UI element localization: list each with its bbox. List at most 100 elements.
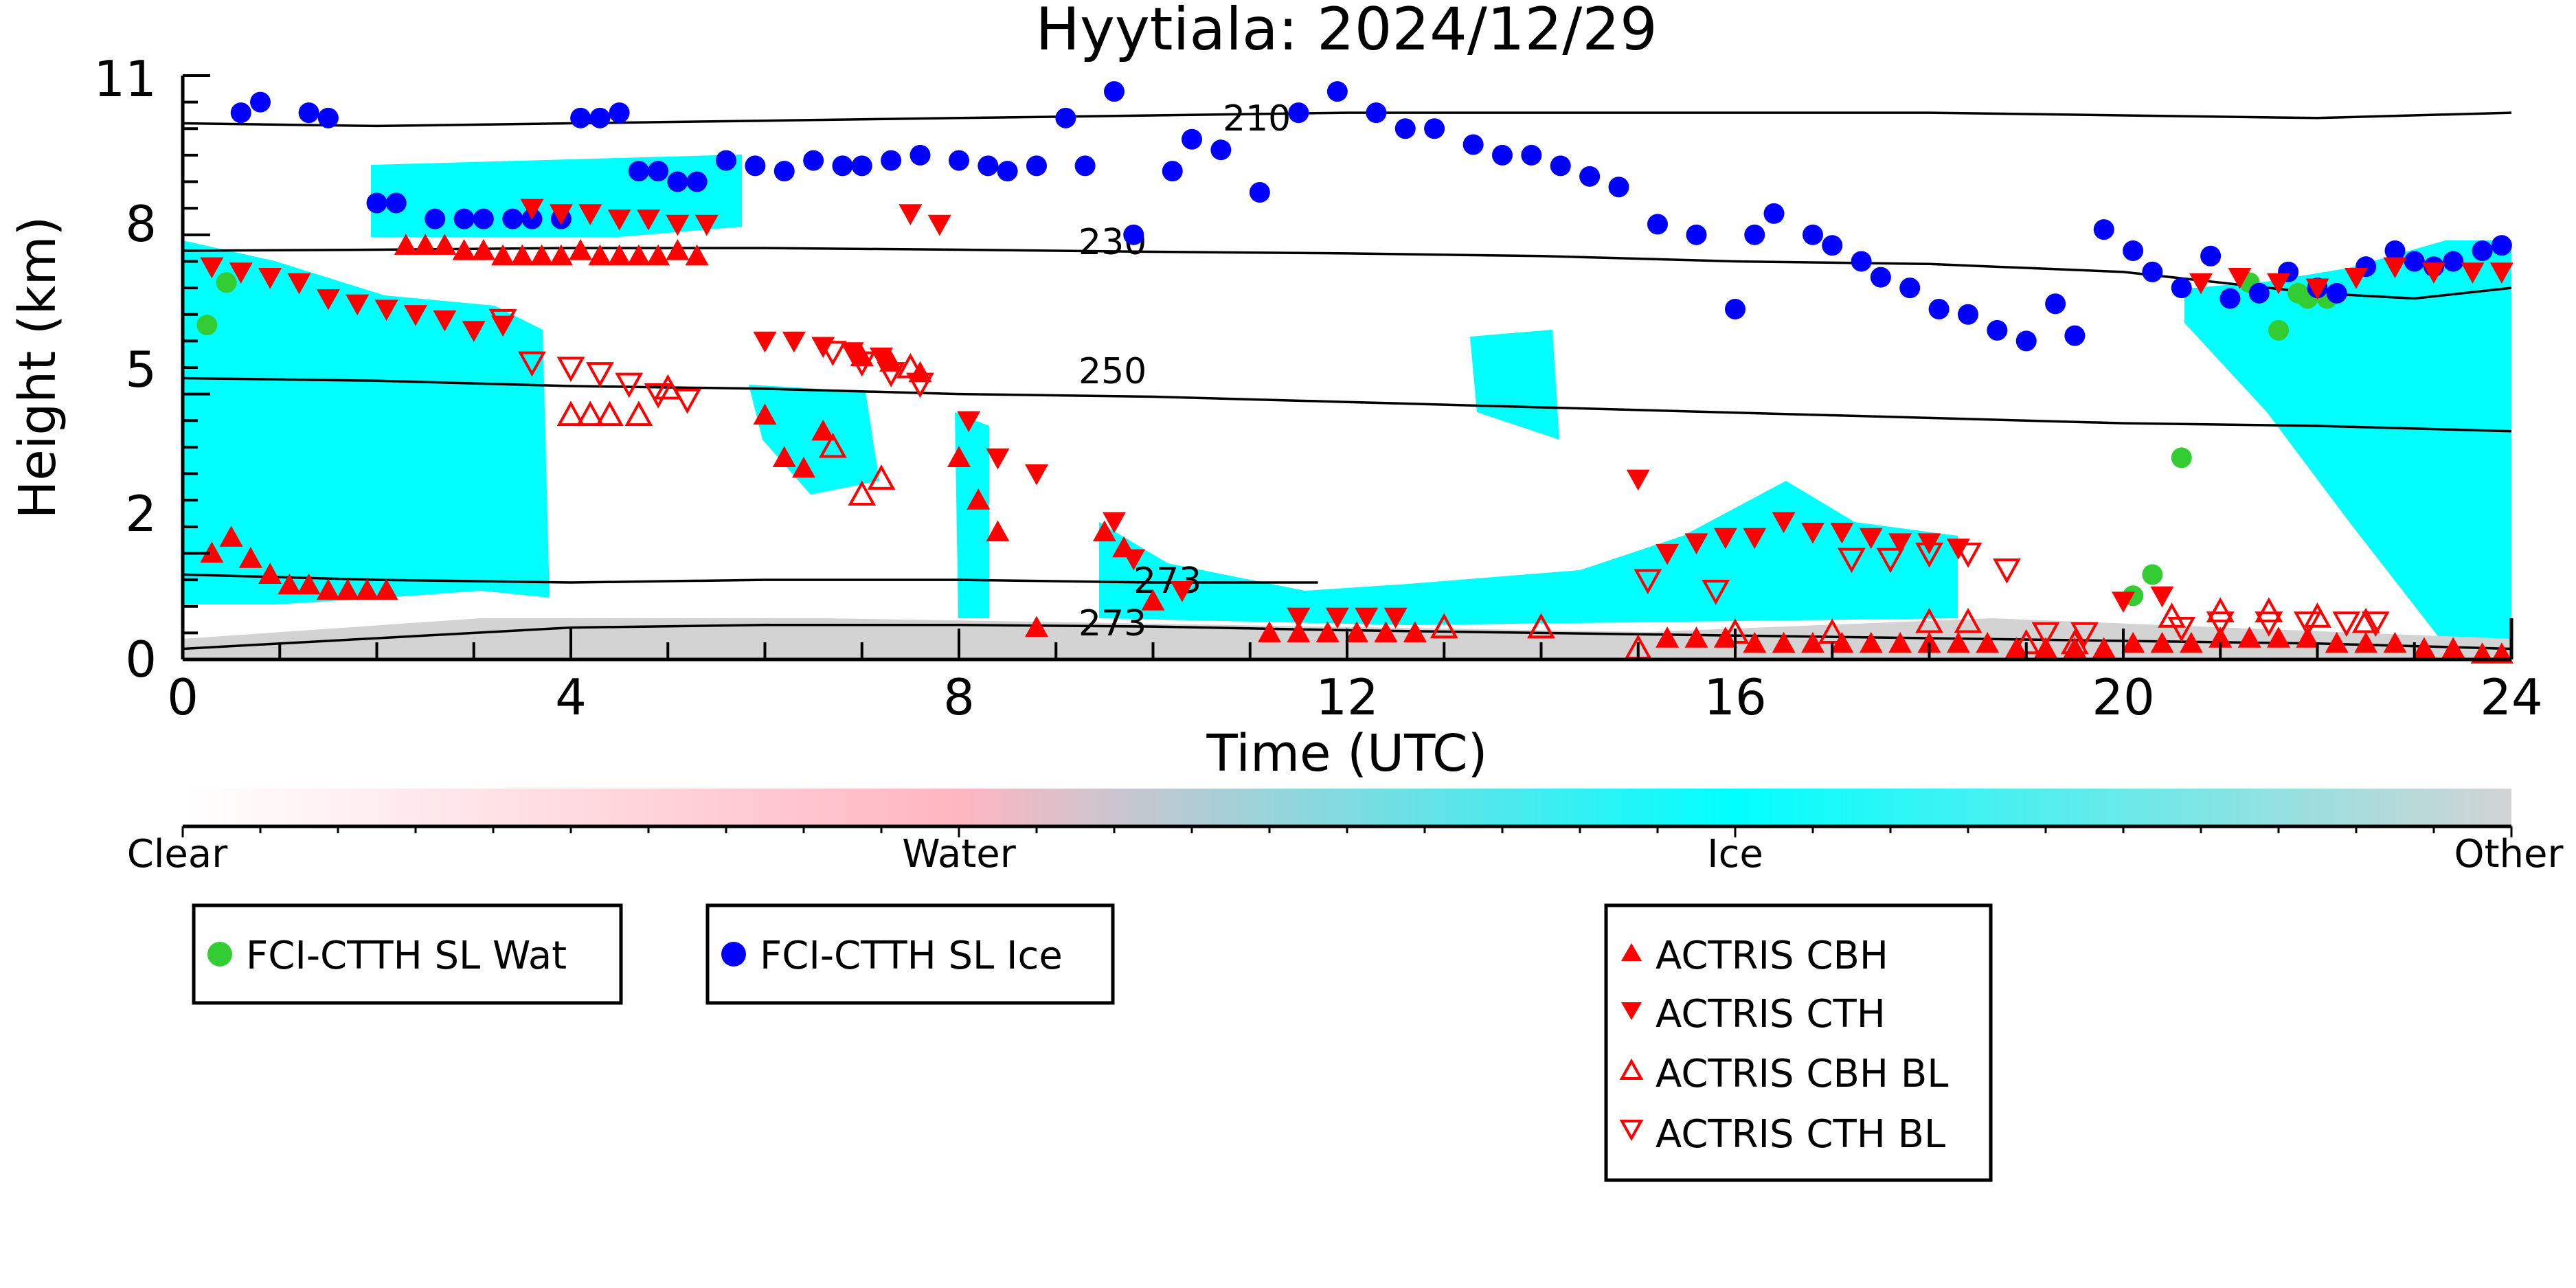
marker-fci-ice <box>1647 214 1668 235</box>
marker-fci-ice <box>1928 299 1950 319</box>
marker-fci-ice <box>686 171 708 192</box>
marker-actris-cth <box>1355 607 1379 629</box>
marker-actris-cbh <box>1946 631 1970 653</box>
marker-fci-ice <box>2171 278 2192 299</box>
marker-actris-cth <box>1859 528 1883 550</box>
y-tick-label: 0 <box>125 631 157 688</box>
marker-fci-ice <box>1162 161 1183 182</box>
marker-fci-ice <box>502 208 523 229</box>
marker-actris-cth-bl <box>906 372 934 398</box>
marker-actris-cbh <box>1374 621 1398 642</box>
marker-actris-cth-bl <box>1634 569 1662 595</box>
marker-actris-cbh <box>278 573 302 595</box>
marker-actris-cth-bl <box>2070 622 2099 648</box>
marker-actris-cth <box>986 448 1010 470</box>
marker-actris-cbh <box>1684 626 1708 648</box>
x-tick-label: 4 <box>555 668 587 726</box>
marker-actris-cbh <box>394 234 418 255</box>
marker-actris-cbh <box>1345 621 1369 642</box>
marker-fci-ice <box>2123 240 2144 261</box>
marker-actris-cth <box>2489 262 2513 284</box>
marker-actris-cbh <box>549 244 573 266</box>
marker-actris-cth <box>1025 464 1048 486</box>
marker-actris-cth <box>2383 257 2407 279</box>
marker-fci-ice <box>2219 288 2241 309</box>
ice-cloud-region <box>1408 481 1958 625</box>
marker-actris-cth-bl <box>2361 611 2390 637</box>
marker-actris-cth <box>2267 273 2290 295</box>
colorbar-label-clear: Clear <box>127 832 228 877</box>
marker-fci-ice <box>745 155 766 177</box>
marker-actris-cbh <box>2092 637 2116 659</box>
y-tick-label: 11 <box>93 50 157 108</box>
marker-actris-cbh <box>1403 621 1427 642</box>
marker-fci-wat <box>196 315 218 336</box>
x-tick-labels: 0 4 8 12 16 20 24 <box>167 668 2543 726</box>
marker-actris-cth <box>200 257 224 279</box>
marker-fci-ice <box>949 150 969 171</box>
ice-cloud-region <box>2184 240 2511 653</box>
legend-label: ACTRIS CBH <box>1656 934 1888 978</box>
contour-label-250: 250 <box>1078 351 1146 392</box>
marker-fci-ice <box>803 150 824 171</box>
marker-actris-cbh <box>2267 626 2290 648</box>
marker-fci-ice <box>1288 102 1309 124</box>
marker-actris-cth <box>346 294 370 316</box>
marker-actris-cbh-bl <box>2351 607 2380 633</box>
marker-actris-cbh <box>238 547 262 568</box>
marker-actris-cth-bl <box>556 357 585 383</box>
marker-fci-ice <box>589 107 611 128</box>
marker-actris-cth <box>1684 533 1708 554</box>
ice-cloud-region <box>955 412 989 618</box>
marker-layer <box>196 81 2513 664</box>
marker-fci-ice <box>851 155 872 177</box>
y-axis-label: Height (km) <box>8 216 67 519</box>
legend-marker-triangle-down <box>1621 1002 1642 1020</box>
marker-fci-ice <box>2491 235 2512 256</box>
marker-actris-cbh <box>588 244 612 266</box>
marker-fci-ice <box>1579 166 1601 187</box>
marker-actris-cbh <box>1976 631 2000 653</box>
marker-actris-cth <box>404 305 427 326</box>
marker-actris-cth-bl <box>1915 542 1943 568</box>
marker-actris-cbh <box>1656 626 1680 648</box>
marker-actris-cth <box>1626 469 1650 491</box>
marker-actris-cth-bl <box>488 308 517 335</box>
marker-actris-cth-bl <box>615 372 644 398</box>
marker-actris-cth <box>2189 273 2213 295</box>
marker-actris-cbh <box>1772 631 1796 653</box>
marker-actris-cbh <box>2034 637 2057 659</box>
marker-actris-cth <box>374 300 398 321</box>
marker-actris-cth <box>1170 580 1194 602</box>
marker-actris-cth <box>578 204 602 225</box>
marker-fci-ice <box>1366 102 1387 124</box>
marker-actris-cth <box>2228 268 2252 289</box>
marker-actris-cth <box>2422 262 2445 284</box>
marker-fci-ice <box>1686 224 1707 245</box>
marker-actris-cbh <box>374 578 398 600</box>
marker-actris-cth-bl <box>1702 579 1730 605</box>
marker-actris-cth <box>1888 533 1912 554</box>
marker-actris-cth <box>870 347 893 369</box>
legend-label: ACTRIS CTH BL <box>1656 1112 1945 1157</box>
marker-fci-ice <box>1763 203 1785 224</box>
marker-actris-cth-bl <box>518 351 546 377</box>
marker-fci-ice <box>1424 118 1445 139</box>
marker-actris-cth <box>2112 591 2135 613</box>
marker-fci-ice <box>298 102 319 124</box>
marker-actris-cbh <box>1258 621 1281 642</box>
marker-actris-cth <box>753 331 777 353</box>
legend-label: ACTRIS CBH BL <box>1656 1052 1948 1096</box>
marker-actris-cth <box>957 411 981 433</box>
marker-fci-ice <box>1744 224 1765 245</box>
marker-actris-cbh-bl <box>576 400 605 427</box>
marker-fci-ice <box>1210 139 1232 161</box>
colorbar: Clear Water Ice Other <box>127 789 2564 877</box>
marker-actris-cth <box>1122 549 1146 571</box>
marker-fci-ice <box>385 192 407 214</box>
marker-actris-cbh <box>336 578 360 600</box>
marker-actris-cbh <box>685 244 709 266</box>
marker-fci-ice <box>1521 144 1542 166</box>
plot-axes <box>181 74 2513 662</box>
marker-actris-cbh-bl <box>2206 597 2235 623</box>
